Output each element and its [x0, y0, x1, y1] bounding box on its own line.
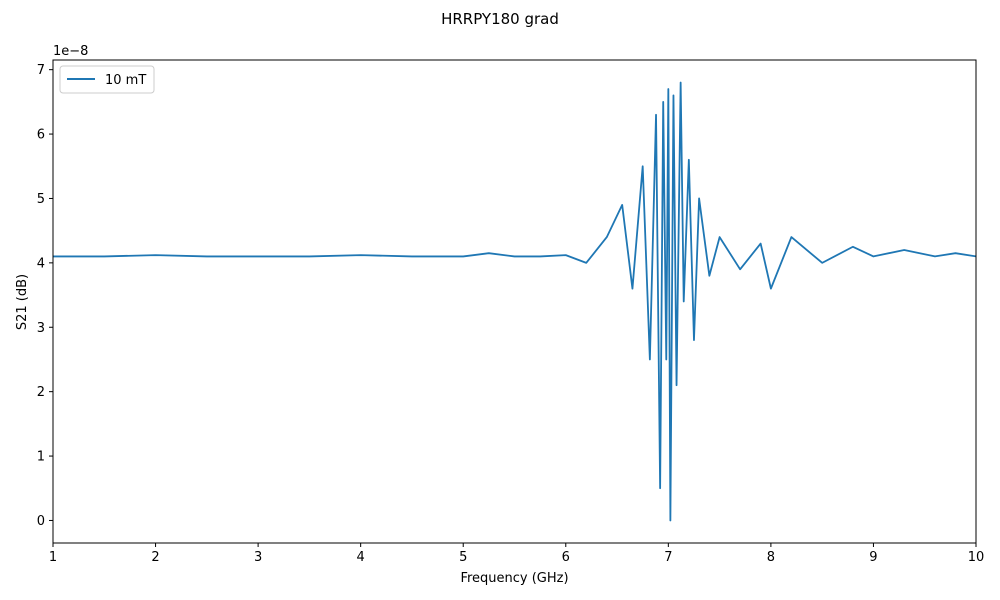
x-tick-label: 1 [49, 550, 57, 565]
y-tick-label: 6 [37, 128, 45, 143]
y-tick-label: 4 [37, 256, 45, 271]
x-tick-label: 10 [968, 550, 985, 565]
series-layer [53, 81, 976, 522]
x-tick-label: 9 [869, 550, 877, 565]
y-tick-label: 3 [37, 321, 45, 336]
x-tick-label: 5 [459, 550, 467, 565]
x-axis: 1 2 3 4 5 6 7 8 9 10 [49, 543, 984, 565]
y-tick-label: 1 [37, 450, 45, 465]
x-tick-label: 3 [254, 550, 262, 565]
x-tick-label: 7 [664, 550, 672, 565]
x-tick-label: 2 [151, 550, 159, 565]
plot-frame [52, 59, 977, 544]
y-offset-label: 1e−8 [53, 44, 88, 59]
legend-box [59, 65, 155, 94]
x-axis-title: Frequency (GHz) [460, 571, 568, 586]
chart-title: HRRPY180 grad [441, 10, 559, 28]
y-tick-label: 2 [37, 385, 45, 400]
x-tick-label: 6 [562, 550, 570, 565]
legend-label: 10 mT [105, 73, 146, 88]
series-line [53, 81, 976, 522]
y-axis-title: S21 (dB) [15, 274, 30, 330]
y-tick-label: 5 [37, 192, 45, 207]
y-tick-label: 7 [37, 63, 45, 78]
x-tick-label: 4 [357, 550, 365, 565]
y-axis: 0 1 2 3 4 5 6 7 [37, 63, 53, 529]
legend: 10 mT [59, 65, 155, 94]
x-tick-label: 8 [767, 550, 775, 565]
y-tick-label: 0 [37, 514, 45, 529]
